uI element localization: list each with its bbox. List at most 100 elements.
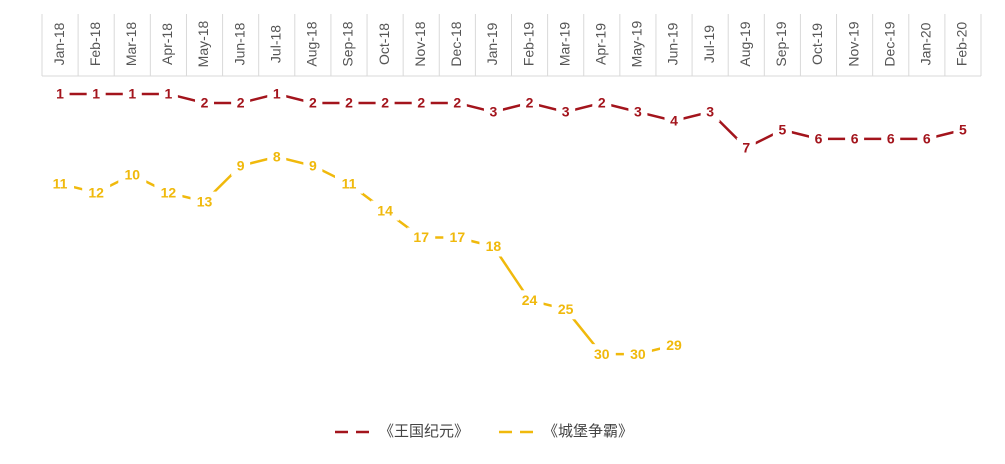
data-label: 7 [742,140,750,156]
label-background [881,128,901,149]
label-background [479,236,508,257]
legend-label: 《城堡争霸》 [543,422,633,440]
data-label: 5 [959,122,967,138]
data-label: 3 [562,104,570,120]
label-background [86,83,106,104]
data-label: 3 [706,104,714,120]
x-tick-label: Dec-18 [448,21,464,66]
x-tick-label: Mar-19 [556,22,572,67]
data-label: 30 [594,346,610,362]
data-label: 11 [342,175,357,191]
data-label: 9 [309,157,317,173]
data-label: 1 [56,86,64,102]
label-background [231,155,251,176]
x-tick-label: Jan-20 [918,22,934,65]
label-background [411,92,431,113]
x-tick-label: Oct-18 [376,23,392,65]
data-label: 12 [88,184,104,200]
x-tick-label: Jul-18 [267,25,283,63]
label-background [303,155,323,176]
data-label: 24 [522,292,538,308]
data-label: 2 [381,95,389,111]
x-tick-label: Nov-19 [845,21,861,66]
x-tick-label: Apr-19 [592,23,608,65]
label-background [303,92,323,113]
x-tick-label: Apr-18 [159,23,175,65]
data-label: 6 [923,131,931,147]
label-background [443,227,472,248]
label-background [190,191,219,212]
label-background [195,92,215,113]
label-background [556,101,576,122]
label-background [628,101,648,122]
label-background [158,83,178,104]
data-label: 3 [490,104,498,120]
label-background [483,101,503,122]
label-background [917,128,937,149]
label-background [664,110,684,131]
label-background [845,128,865,149]
label-background [623,344,652,365]
data-label: 2 [526,95,534,111]
data-label: 17 [450,229,466,245]
label-background [953,119,973,140]
label-background [772,119,792,140]
x-tick-label: Aug-18 [304,21,320,66]
x-tick-label: Feb-19 [520,22,536,67]
data-label: 6 [851,131,859,147]
x-tick-label: Jul-19 [701,25,717,63]
label-background [267,146,287,167]
label-background [515,290,544,311]
label-background [551,299,580,320]
data-label: 1 [273,86,281,102]
label-background [50,83,70,104]
label-background [231,92,251,113]
data-label: 4 [670,113,678,129]
x-tick-label: Feb-18 [87,22,103,67]
label-background [736,137,756,158]
x-tick-label: May-18 [195,20,211,67]
data-label: 2 [237,95,245,111]
legend-label: 《王国纪元》 [379,423,469,440]
data-label: 12 [161,184,177,200]
data-label: 2 [309,95,317,111]
data-label: 8 [273,148,281,164]
data-label: 18 [486,238,502,254]
data-label: 13 [197,193,213,209]
x-tick-label: Oct-19 [809,23,825,65]
label-background [700,101,720,122]
data-label: 10 [124,166,140,182]
x-tick-label: Jun-19 [665,22,681,65]
label-background [339,92,359,113]
label-background [122,83,142,104]
data-label: 2 [417,95,425,111]
x-tick-label: Nov-18 [412,21,428,66]
data-label: 2 [201,95,209,111]
data-label: 2 [453,95,461,111]
data-label: 6 [815,131,823,147]
label-background [660,335,689,356]
label-background [375,92,395,113]
data-label: 5 [778,122,786,138]
legend: 《王国纪元》 《城堡争霸》 [335,422,633,440]
x-tick-label: Jan-18 [51,22,67,65]
data-label: 29 [666,337,682,353]
label-background [371,200,400,221]
data-label: 25 [558,301,574,317]
data-label: 14 [377,202,393,218]
data-label: 2 [598,95,606,111]
data-label: 1 [92,86,100,102]
x-tick-label: Dec-19 [881,21,897,66]
x-tick-label: May-19 [629,20,645,67]
label-background [118,164,147,185]
x-tick-label: Feb-20 [954,22,970,67]
label-background [520,92,540,113]
data-label: 2 [345,95,353,111]
data-label: 30 [630,346,646,362]
label-background [407,227,436,248]
label-background [587,344,616,365]
label-background [808,128,828,149]
label-background [154,182,183,203]
